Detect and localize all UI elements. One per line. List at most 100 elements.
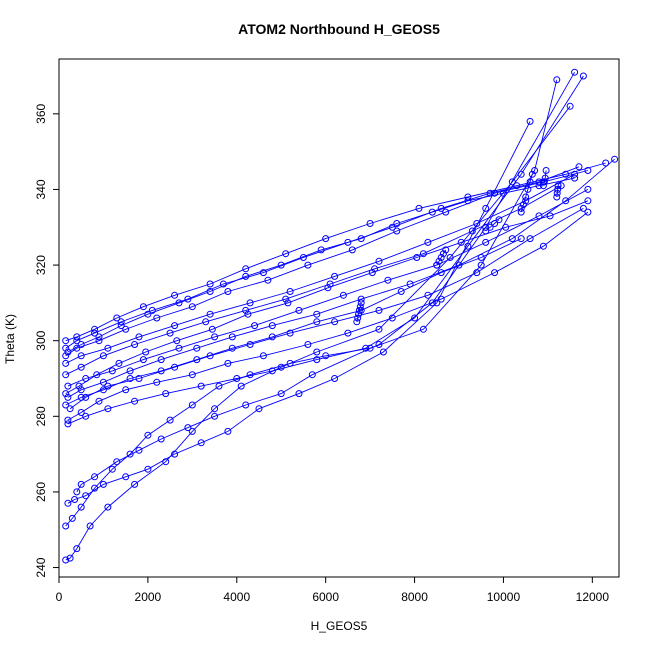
data-point (557, 182, 565, 190)
data-point (419, 250, 427, 258)
data-point (224, 359, 232, 367)
data-point (135, 446, 143, 454)
data-point (526, 117, 534, 125)
data-point (566, 102, 574, 110)
data-point (82, 492, 90, 500)
data-point (375, 257, 383, 265)
series-line (520, 174, 533, 213)
data-point (277, 261, 285, 269)
series-line (67, 158, 615, 398)
data-point (433, 299, 441, 307)
data-point (264, 276, 272, 284)
series-19 (517, 170, 536, 216)
series-8 (64, 185, 592, 390)
data-point (202, 318, 210, 326)
data-point (388, 223, 396, 231)
data-point (531, 167, 539, 174)
data-point (242, 306, 250, 314)
data-point (442, 208, 450, 216)
data-point (357, 235, 365, 243)
data-point (64, 416, 72, 424)
data-point (91, 473, 99, 481)
data-point (77, 363, 85, 371)
data-point (286, 288, 294, 295)
data-point (62, 359, 70, 367)
data-point (424, 291, 432, 299)
data-point (206, 280, 214, 288)
data-point (584, 208, 592, 216)
series-line (65, 79, 558, 527)
data-point (524, 185, 532, 193)
data-point (268, 322, 276, 330)
series-7 (64, 155, 619, 401)
data-point (64, 348, 72, 356)
data-point (157, 435, 165, 443)
data-point (77, 393, 85, 401)
data-point (428, 208, 436, 216)
data-point (542, 167, 550, 174)
series-3 (73, 68, 579, 496)
x-tick-label: 12000 (576, 590, 610, 604)
data-point (99, 378, 107, 386)
data-point (554, 185, 562, 193)
data-point (277, 390, 285, 398)
data-point (575, 163, 583, 171)
data-point (206, 310, 214, 318)
data-point (433, 261, 441, 269)
data-point (77, 503, 85, 511)
data-point (122, 473, 130, 481)
data-point (251, 322, 259, 330)
data-point (66, 554, 74, 562)
data-point (562, 170, 570, 178)
data-point (142, 348, 150, 356)
data-point (388, 314, 396, 322)
data-point (437, 295, 445, 303)
data-point (482, 223, 490, 231)
data-point (157, 356, 165, 364)
data-point (211, 412, 219, 420)
data-point (331, 375, 339, 382)
data-point (519, 201, 527, 209)
data-point (317, 246, 325, 254)
data-point (228, 344, 236, 352)
data-point (339, 291, 347, 299)
y-tick-label: 360 (34, 103, 48, 123)
plot-frame (58, 58, 620, 578)
data-point (211, 333, 219, 341)
data-point (82, 412, 90, 420)
data-point (135, 333, 143, 341)
data-point (482, 204, 490, 212)
data-point (539, 242, 547, 250)
series-17 (353, 299, 365, 326)
data-point (486, 223, 494, 231)
data-point (166, 416, 174, 424)
data-point (77, 409, 85, 416)
data-point (117, 318, 125, 326)
data-point (113, 314, 121, 322)
y-tick-label: 240 (34, 557, 48, 577)
data-point (99, 386, 107, 394)
x-tick-label: 2000 (135, 590, 162, 604)
x-tick-label: 4000 (223, 590, 250, 604)
data-point (126, 375, 134, 382)
data-point (491, 269, 499, 277)
data-point (611, 155, 619, 163)
data-point (553, 189, 561, 197)
data-point (541, 174, 549, 182)
chart-title: ATOM2 Northbound H_GEOS5 (238, 21, 440, 37)
series-line (67, 121, 531, 504)
data-point (384, 276, 392, 284)
data-point (477, 261, 485, 269)
data-point (208, 325, 216, 333)
data-point (91, 325, 99, 333)
data-point (554, 182, 562, 190)
data-point (144, 465, 152, 473)
data-point (255, 405, 263, 413)
data-point (148, 306, 156, 314)
data-point (244, 310, 252, 318)
data-point (579, 72, 587, 80)
series-line (556, 185, 559, 198)
data-point (362, 344, 370, 352)
data-point (104, 344, 112, 352)
